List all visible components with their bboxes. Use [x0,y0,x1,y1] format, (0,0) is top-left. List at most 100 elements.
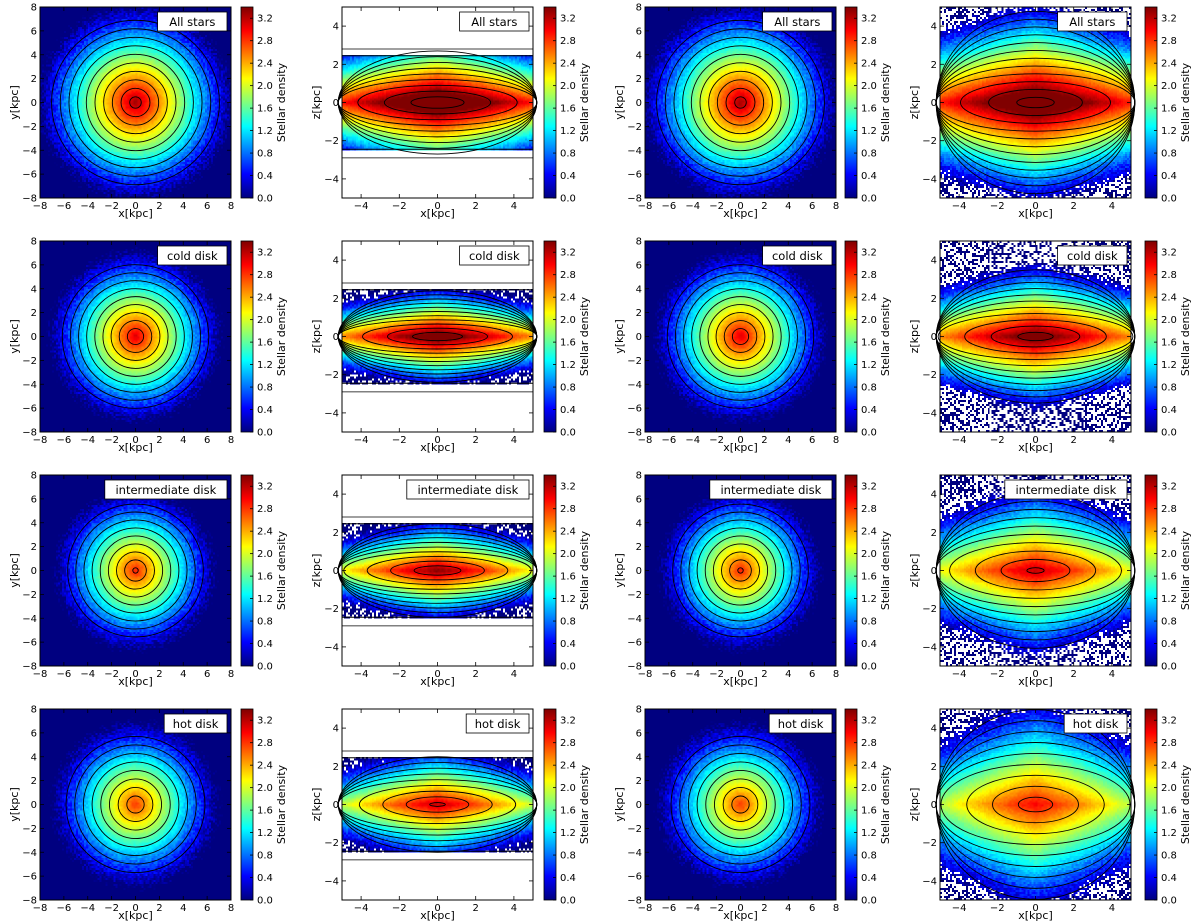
contour-line [358,784,517,825]
panel-label: cold disk [772,249,823,263]
colorbar-tick-label: 2.0 [257,549,273,560]
contour-line [723,320,758,353]
panel-4-3 [645,709,836,900]
contour-line [103,70,168,135]
density-map [940,475,1131,666]
contour-line [387,327,488,346]
x-tick-label: 8 [228,201,234,212]
contour-lines [51,19,220,186]
x-axis-label: x[kpc] [723,909,758,922]
contour-line [405,796,470,813]
x-tick-label: 0 [1032,201,1038,212]
colorbar-tick-label: 3.2 [1161,248,1177,259]
colorbar: 0.0 0.4 0.8 1.2 1.6 2.0 2.4 2.8 3.2 Stellar densi… [844,240,892,439]
x-tick-label: −4 [685,435,700,446]
x-tick-label: 0 [737,903,743,914]
panel-label: All stars [774,15,820,29]
y-axis-label: y[kpc] [8,553,21,588]
x-tick-label: −8 [638,669,653,680]
x-tick-label: −6 [662,435,677,446]
y-tick-label: 8 [636,471,642,482]
colorbar-tick-label: 2.4 [861,59,877,70]
contour-line [94,62,177,143]
contour-line [731,328,750,345]
y-tick-label: −4 [324,642,339,653]
contour-line [118,320,153,353]
y-axis-label: z[kpc] [310,86,323,120]
x-axis-label: x[kpc] [1018,441,1053,454]
y-tick-label: 2 [333,60,339,71]
y-tick-label: 2 [931,294,937,305]
contour-line [974,550,1097,591]
density-map [40,241,231,432]
y-tick-label: −6 [627,404,642,415]
x-axis-label: x[kpc] [723,207,758,220]
x-tick-label: 4 [1109,435,1115,446]
contour-lines [935,10,1136,195]
y-tick-label: 8 [31,705,37,716]
colorbar-label: Stellar density [275,296,288,376]
colorbar-tick-label: 2.4 [1161,293,1177,304]
colorbar: 0.0 0.4 0.8 1.2 1.6 2.0 2.4 2.8 3.2 Stellar densi… [240,474,288,673]
y-tick-label: −4 [324,174,339,185]
y-tick-label: 6 [31,26,37,37]
y-tick-label: 4 [31,50,37,61]
contour-line [383,90,492,115]
x-tick-label: −2 [392,201,407,212]
x-tick-label: 0 [1032,903,1038,914]
y-tick-label: 6 [31,260,37,271]
colorbar-tick-label: 1.2 [560,126,576,137]
colorbar-tick-label: 2.8 [560,270,576,281]
colorbar-tick-label: 1.6 [257,338,273,349]
contour-line [337,79,538,126]
colorbar-label: Stellar density [578,764,591,844]
density-map [645,241,836,432]
contour-line [673,36,808,169]
contour-line [679,744,802,865]
colorbar-tick-label: 0.4 [560,873,576,884]
colorbar-tick-label: 0.4 [560,405,576,416]
y-tick-label: 4 [636,284,642,295]
contour-line [337,779,538,830]
colorbar-tick-label: 1.6 [861,806,877,817]
panel-label: intermediate disk [417,483,518,497]
x-tick-label: 2 [761,903,767,914]
y-tick-label: 2 [931,528,937,539]
x-tick-label: −4 [80,435,95,446]
y-tick-label: 0 [636,800,642,811]
panel-label: intermediate disk [720,483,821,497]
colorbar-tick-label: 3.2 [257,14,273,25]
x-axis-label: x[kpc] [723,675,758,688]
x-tick-label: −2 [104,903,119,914]
contour-line [132,567,139,574]
panel-label-box [762,11,833,32]
contour-line [683,280,798,393]
contour-lines [935,269,1136,404]
x-tick-label: 0 [1032,669,1038,680]
x-tick-label: −4 [354,903,369,914]
x-tick-label: 4 [785,903,791,914]
colorbar-tick-label: 2.8 [861,504,877,515]
y-tick-label: 4 [931,724,937,735]
colorbar-tick-label: 0.4 [1161,873,1177,884]
density-map [940,241,1131,432]
x-tick-label: 4 [180,669,186,680]
panel-4-4 [940,709,1131,900]
x-axis-label: x[kpc] [420,441,455,454]
contour-line [1017,796,1054,813]
colorbar-label: Stellar density [275,764,288,844]
y-tick-label: 6 [31,494,37,505]
contour-line [91,761,180,848]
density-map [40,7,231,198]
colorbar-tick-label: 2.0 [1161,315,1177,326]
x-tick-label: 2 [473,903,479,914]
x-tick-label: 6 [204,201,210,212]
y-tick-label: −4 [627,848,642,859]
contour-line [674,272,807,401]
x-tick-label: 4 [180,201,186,212]
contour-line [337,546,538,595]
contour-line [75,511,196,630]
colorbar-tick-label: 0.8 [1161,149,1177,160]
colorbar-tick-label: 2.0 [560,783,576,794]
colorbar-tick-label: 0.4 [257,639,273,650]
